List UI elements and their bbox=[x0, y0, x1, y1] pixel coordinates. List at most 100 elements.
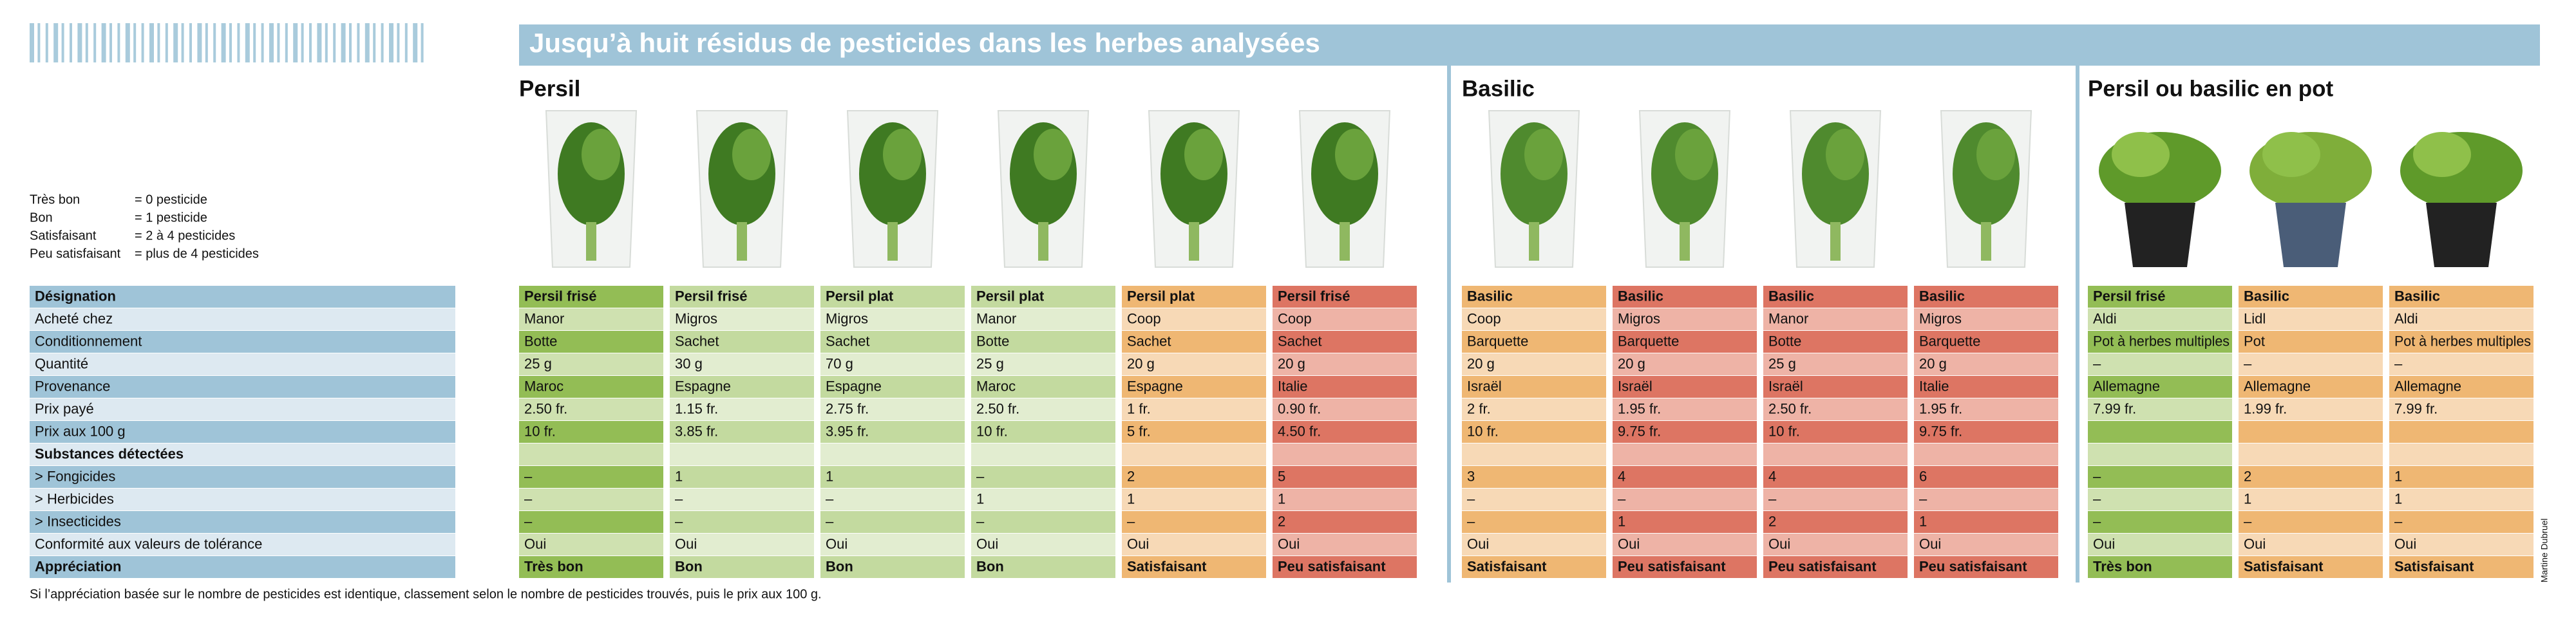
product-image bbox=[2249, 132, 2372, 267]
herb bbox=[1184, 129, 1223, 180]
cell-text: Sachet bbox=[1278, 333, 1322, 349]
barcode-stripe bbox=[381, 23, 384, 62]
product-image bbox=[1298, 110, 1391, 268]
cell-text: 4.50 fr. bbox=[1278, 423, 1321, 439]
cell-text: Oui bbox=[976, 536, 998, 552]
barcode-stripe bbox=[349, 23, 352, 62]
cell-text: Peu satisfaisant bbox=[1618, 558, 1726, 574]
barcode-stripe bbox=[61, 23, 64, 62]
cell-text: 7.99 fr. bbox=[2093, 400, 2136, 416]
cell-text: – bbox=[2093, 468, 2101, 484]
product-image bbox=[1148, 110, 1240, 268]
cell bbox=[519, 466, 663, 488]
cell-text: – bbox=[1467, 513, 1475, 529]
barcode-stripe bbox=[85, 23, 88, 62]
row-label: Conditionnement bbox=[35, 333, 142, 349]
cell-text: Italie bbox=[1278, 378, 1307, 394]
cell bbox=[820, 466, 965, 488]
cell-text: – bbox=[524, 468, 533, 484]
cell-text: Basilic bbox=[1768, 288, 1814, 304]
cell bbox=[2389, 353, 2533, 375]
barcode-stripe bbox=[277, 23, 280, 62]
cell-text: Migros bbox=[826, 310, 868, 326]
cell bbox=[820, 286, 965, 308]
cell bbox=[2389, 556, 2533, 578]
barcode-stripe bbox=[181, 23, 184, 62]
cell bbox=[971, 308, 1115, 330]
cell-text: Manor bbox=[976, 310, 1016, 326]
cell-text: Israël bbox=[1467, 378, 1502, 394]
product-image bbox=[1940, 110, 2032, 268]
foliage bbox=[2413, 132, 2471, 177]
cell bbox=[519, 286, 663, 308]
cell bbox=[2389, 398, 2533, 420]
cell bbox=[1273, 489, 1417, 510]
cell bbox=[670, 534, 814, 555]
cell bbox=[820, 308, 965, 330]
cell-text: Manor bbox=[524, 310, 564, 326]
cell bbox=[1613, 421, 1757, 443]
product-image bbox=[696, 110, 788, 268]
cell bbox=[519, 398, 663, 420]
cell-text: – bbox=[2244, 355, 2252, 371]
cell-text: Basilic bbox=[2394, 288, 2440, 304]
cell bbox=[519, 331, 663, 353]
cell bbox=[971, 556, 1115, 578]
pot bbox=[2125, 203, 2195, 267]
cell bbox=[670, 353, 814, 375]
cell bbox=[1763, 443, 1908, 465]
product-image bbox=[2400, 132, 2523, 267]
cell bbox=[1763, 556, 1908, 578]
stems bbox=[1680, 222, 1690, 261]
cell-text: Très bon bbox=[2093, 558, 2152, 574]
cell-text: Migros bbox=[675, 310, 717, 326]
product-image bbox=[545, 110, 638, 268]
cell bbox=[2389, 308, 2533, 330]
cell bbox=[1763, 511, 1908, 533]
cell-text: – bbox=[2394, 355, 2403, 371]
cell-text: 1.95 fr. bbox=[1618, 400, 1661, 416]
cell-text: Bon bbox=[675, 558, 703, 574]
cell bbox=[1462, 421, 1606, 443]
cell bbox=[670, 466, 814, 488]
cell bbox=[2088, 511, 2232, 533]
cell bbox=[1613, 376, 1757, 398]
cell-text: 20 g bbox=[1618, 355, 1645, 371]
cell bbox=[2088, 331, 2232, 353]
cell-text: 1 bbox=[2244, 490, 2251, 507]
barcode-stripe bbox=[77, 23, 82, 62]
cell-text: Basilic bbox=[1618, 288, 1663, 304]
cell bbox=[1122, 353, 1266, 375]
cell bbox=[2239, 443, 2383, 465]
label-cell bbox=[30, 398, 455, 420]
cell bbox=[1914, 376, 2058, 398]
cell-text: Israël bbox=[1618, 378, 1653, 394]
cell-text: Allemagne bbox=[2093, 378, 2160, 394]
product-image bbox=[846, 110, 939, 268]
cell bbox=[670, 511, 814, 533]
cell-text: 1 bbox=[976, 490, 984, 507]
cell bbox=[1122, 376, 1266, 398]
cell-text: Sachet bbox=[1127, 333, 1171, 349]
barcode-stripe bbox=[221, 23, 226, 62]
legend-text: = 0 pesticide bbox=[135, 192, 207, 207]
cell bbox=[2239, 511, 2383, 533]
cell bbox=[1273, 376, 1417, 398]
cell bbox=[1122, 421, 1266, 443]
cell bbox=[1462, 353, 1606, 375]
cell-text: Pot à herbes multiples bbox=[2394, 333, 2531, 349]
cell bbox=[1122, 398, 1266, 420]
cell bbox=[1122, 443, 1266, 465]
barcode-stripe bbox=[133, 23, 137, 62]
barcode-stripe bbox=[341, 23, 346, 62]
herb bbox=[1524, 129, 1563, 180]
label-cell bbox=[30, 489, 455, 510]
cell-text: 2 bbox=[1127, 468, 1135, 484]
cell-text: Oui bbox=[2394, 536, 2416, 552]
cell bbox=[2389, 421, 2533, 443]
cell-text: 1 bbox=[826, 468, 833, 484]
cell-text: – bbox=[1768, 490, 1777, 507]
cell-text: Oui bbox=[1278, 536, 1300, 552]
cell bbox=[1914, 534, 2058, 555]
cell bbox=[1273, 308, 1417, 330]
